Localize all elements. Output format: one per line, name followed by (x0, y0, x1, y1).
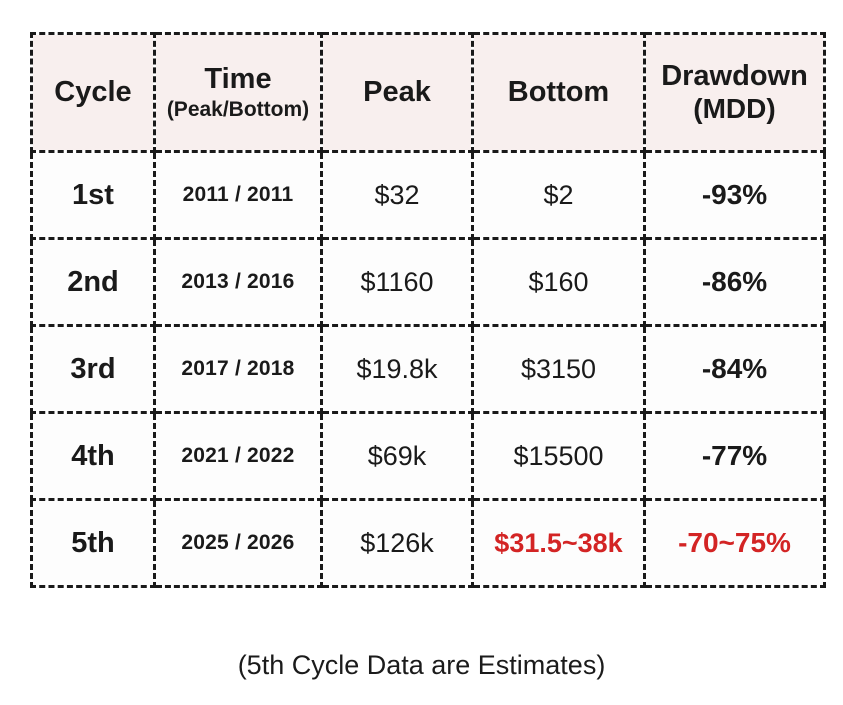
header-drawdown: Drawdown (MDD) (643, 32, 826, 153)
table-body: 1st 2011 / 2011 $32 $2 -93% 2nd 2013 / 2… (30, 150, 826, 588)
table-row: 1st 2011 / 2011 $32 $2 -93% (30, 150, 826, 240)
table-row: 5th 2025 / 2026 $126k $31.5~38k -70~75% (30, 498, 826, 588)
cell-cycle: 3rd (30, 324, 156, 414)
cell-drawdown: -77% (643, 411, 826, 501)
header-bottom: Bottom (471, 32, 646, 153)
cell-bottom: $15500 (471, 411, 646, 501)
cell-peak: $1160 (320, 237, 474, 327)
cell-peak: $69k (320, 411, 474, 501)
cell-peak: $32 (320, 150, 474, 240)
cell-cycle: 4th (30, 411, 156, 501)
header-time-sublabel: (Peak/Bottom) (166, 98, 310, 122)
header-cycle-label: Cycle (54, 75, 132, 108)
table-header-row: Cycle Time (Peak/Bottom) Peak Bottom Dra… (30, 32, 826, 153)
header-cycle: Cycle (30, 32, 156, 153)
header-time-label: Time (204, 62, 272, 95)
table-row: 3rd 2017 / 2018 $19.8k $3150 -84% (30, 324, 826, 414)
cell-time: 2021 / 2022 (153, 411, 323, 501)
cell-drawdown-estimate: -70~75% (643, 498, 826, 588)
cell-drawdown: -93% (643, 150, 826, 240)
cell-time: 2013 / 2016 (153, 237, 323, 327)
table-row: 2nd 2013 / 2016 $1160 $160 -86% (30, 237, 826, 327)
footnote-caption: (5th Cycle Data are Estimates) (237, 650, 606, 680)
cell-peak: $19.8k (320, 324, 474, 414)
cell-drawdown: -86% (643, 237, 826, 327)
cell-peak: $126k (320, 498, 474, 588)
header-peak-label: Peak (363, 75, 431, 108)
cell-cycle: 1st (30, 150, 156, 240)
cycle-table: Cycle Time (Peak/Bottom) Peak Bottom Dra… (30, 32, 826, 588)
cell-bottom-estimate: $31.5~38k (471, 498, 646, 588)
header-drawdown-label: Drawdown (661, 59, 808, 92)
cell-bottom: $3150 (471, 324, 646, 414)
cell-drawdown: -84% (643, 324, 826, 414)
cycle-table-container: Cycle Time (Peak/Bottom) Peak Bottom Dra… (30, 32, 826, 588)
cell-bottom: $160 (471, 237, 646, 327)
cell-bottom: $2 (471, 150, 646, 240)
header-peak: Peak (320, 32, 474, 153)
cell-cycle: 2nd (30, 237, 156, 327)
header-drawdown-sublabel: (MDD) (693, 93, 776, 125)
table-row: 4th 2021 / 2022 $69k $15500 -77% (30, 411, 826, 501)
cell-time: 2025 / 2026 (153, 498, 323, 588)
cell-time: 2017 / 2018 (153, 324, 323, 414)
cell-cycle: 5th (30, 498, 156, 588)
header-time: Time (Peak/Bottom) (153, 32, 323, 153)
cell-time: 2011 / 2011 (153, 150, 323, 240)
header-bottom-label: Bottom (507, 75, 610, 108)
